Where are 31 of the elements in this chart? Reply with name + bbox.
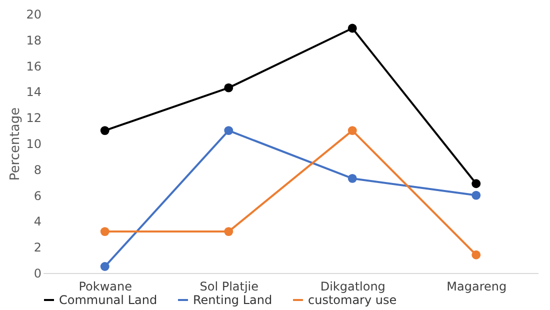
point (348, 24, 357, 33)
y-axis-title: Percentage (8, 107, 24, 181)
y-tick-label: 8 (34, 162, 42, 177)
x-tick-label: Pokwane (78, 280, 132, 294)
x-tick-label: Magareng (446, 280, 507, 294)
y-tick-label: 16 (26, 59, 42, 74)
y-tick-label: 12 (26, 111, 42, 126)
legend-label: customary use (308, 293, 397, 307)
y-tick-label: 20 (26, 8, 42, 22)
point (472, 179, 481, 188)
point (348, 174, 357, 183)
x-tick-label: Dikgatlong (320, 280, 386, 294)
y-tick-label: 6 (34, 188, 42, 203)
point (224, 83, 234, 92)
y-tick-label: 18 (26, 33, 42, 48)
y-tick-label: 4 (34, 214, 42, 229)
legend-label: Renting Land (193, 293, 272, 307)
y-tick-label: 10 (26, 137, 42, 151)
x-tick-label: Sol Platjie (200, 280, 259, 294)
point (472, 250, 481, 260)
point (348, 126, 357, 136)
y-tick-label: 14 (26, 85, 42, 100)
point (472, 190, 481, 200)
legend-label: Communal Land (59, 293, 158, 307)
point (100, 262, 110, 271)
point (224, 126, 234, 136)
y-tick-label: 2 (34, 240, 42, 255)
point (224, 227, 234, 236)
y-tick-label: 0 (34, 266, 42, 280)
point (100, 126, 110, 136)
point (100, 227, 110, 236)
